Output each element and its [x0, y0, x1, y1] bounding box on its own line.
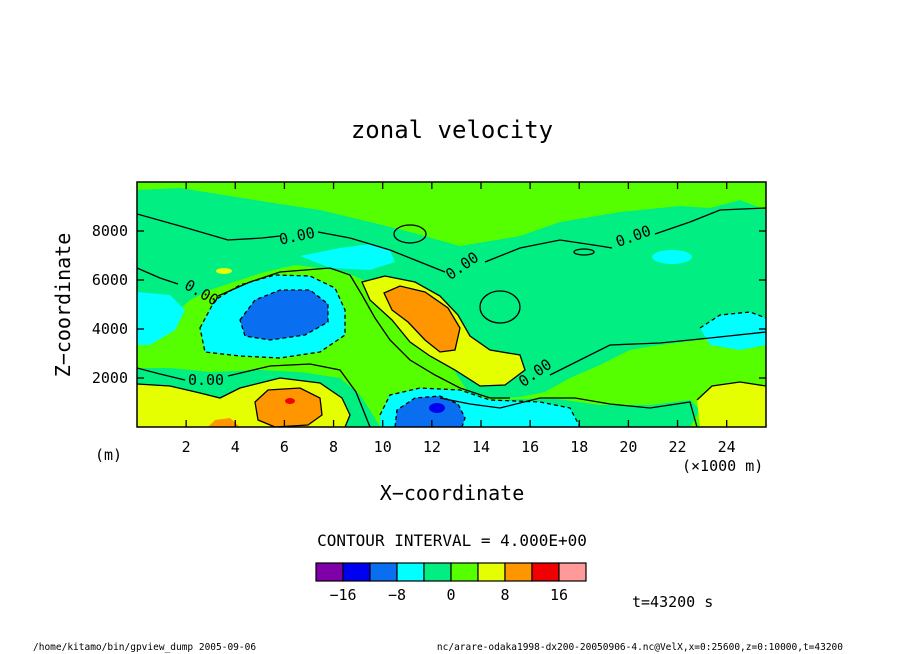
x-axis-title: X−coordinate — [380, 481, 525, 505]
colorbar-label: 16 — [550, 586, 568, 604]
contour-interval: CONTOUR INTERVAL = 4.000E+00 — [317, 531, 587, 550]
x-tick-label: 8 — [329, 438, 338, 456]
x-unit-label: (×1000 m) — [682, 457, 763, 475]
contour-lines-negative — [199, 274, 766, 427]
colorbar-label: −8 — [388, 586, 406, 604]
colorbar-label: −16 — [329, 586, 356, 604]
bubble — [480, 291, 520, 323]
colorbar — [315, 562, 587, 582]
y-unit-label: (m) — [95, 446, 122, 464]
y-tick-label: 2000 — [92, 369, 128, 387]
contour-negative-2 — [239, 289, 329, 341]
band-cyan-2 — [137, 292, 185, 345]
contour-positive-5 — [696, 381, 766, 401]
x-tick-label: 22 — [669, 438, 687, 456]
contour-positive-1 — [361, 275, 526, 387]
x-tick-label: 4 — [231, 438, 240, 456]
contour-positive-4 — [383, 285, 461, 353]
contour-zero-low-2 — [227, 363, 371, 427]
colorbar-swatch — [558, 562, 587, 582]
x-tick-label: 6 — [280, 438, 289, 456]
colorbar-swatch — [342, 562, 371, 582]
contour-zero-mid-3 — [549, 331, 766, 376]
band-cyan-6 — [652, 250, 692, 264]
x-tick-label: 16 — [521, 438, 539, 456]
contour-zero-mid — [137, 267, 179, 285]
chart-title: zonal velocity — [351, 116, 553, 144]
core-positive-1 — [285, 398, 295, 404]
contour-negative-1 — [199, 274, 346, 359]
colorbar-swatch — [504, 562, 533, 582]
contour-bubble — [479, 290, 521, 324]
core-negative-2 — [395, 396, 465, 427]
x-tick-label: 20 — [619, 438, 637, 456]
footer-right: nc/arare-odaka1998-dx200-20050906-4.nc@V… — [437, 642, 843, 653]
contour-zero-upper-3 — [484, 239, 613, 263]
colorbar-label: 0 — [446, 586, 455, 604]
contour-zero-mid-2 — [217, 267, 510, 399]
colorbar-swatch — [315, 562, 344, 582]
contour-small-2 — [573, 248, 595, 256]
x-tick-label: 10 — [374, 438, 392, 456]
band-orange-2 — [255, 388, 322, 427]
x-tick-label: 18 — [570, 438, 588, 456]
core-negative-1 — [240, 290, 328, 340]
colorbar-labels: −16 −8 0 8 16 — [329, 586, 568, 604]
x-tick-label: 2 — [182, 438, 191, 456]
y-tick-label: 8000 — [92, 222, 128, 240]
core-negative-2-inner — [429, 403, 445, 413]
contour-zero-upper — [137, 213, 281, 241]
x-axis: 2 4 6 8 10 12 14 16 18 20 22 24 — [182, 182, 736, 456]
band-cyan-5 — [700, 312, 766, 350]
contour-positive-2 — [137, 377, 351, 427]
x-tick-label: 12 — [423, 438, 441, 456]
contour-label: 0.00 — [188, 371, 224, 389]
contour-negative-4 — [394, 395, 466, 427]
colorbar-swatch — [369, 562, 398, 582]
colorbar-swatch — [423, 562, 452, 582]
contour-zero-bottom — [439, 397, 698, 427]
contour-field — [137, 182, 766, 427]
y-axis-title: Z−coordinate — [51, 233, 75, 378]
band-cyan-3 — [300, 244, 395, 270]
footer-left: /home/kitamo/bin/gpview_dump 2005-09-06 — [33, 642, 256, 653]
band-yellow-3 — [697, 382, 766, 427]
colorbar-swatch — [477, 562, 506, 582]
y-tick-label: 4000 — [92, 320, 128, 338]
plot-frame — [136, 181, 767, 428]
x-tick-label: 14 — [472, 438, 490, 456]
colorbar-swatch — [396, 562, 425, 582]
band-orange-3 — [208, 418, 240, 427]
contour-negative-5 — [699, 311, 766, 329]
colorbar-swatch — [450, 562, 479, 582]
band-orange-1 — [384, 286, 460, 352]
contour-positive-3 — [254, 387, 323, 427]
contour-zero-low — [137, 367, 186, 381]
contour-small-1 — [393, 224, 427, 244]
x-tick-label: 24 — [718, 438, 736, 456]
colorbar-label: 8 — [500, 586, 509, 604]
contour-zero-upper-2 — [317, 231, 446, 273]
y-tick-label: 6000 — [92, 271, 128, 289]
time-label: t=43200 s — [632, 593, 713, 611]
colorbar-swatch — [531, 562, 560, 582]
contour-zero-upper-4 — [654, 207, 766, 235]
y-axis: 2000 4000 6000 8000 — [92, 222, 766, 387]
contour-lines — [137, 207, 766, 427]
band-yellow-4 — [216, 268, 232, 274]
